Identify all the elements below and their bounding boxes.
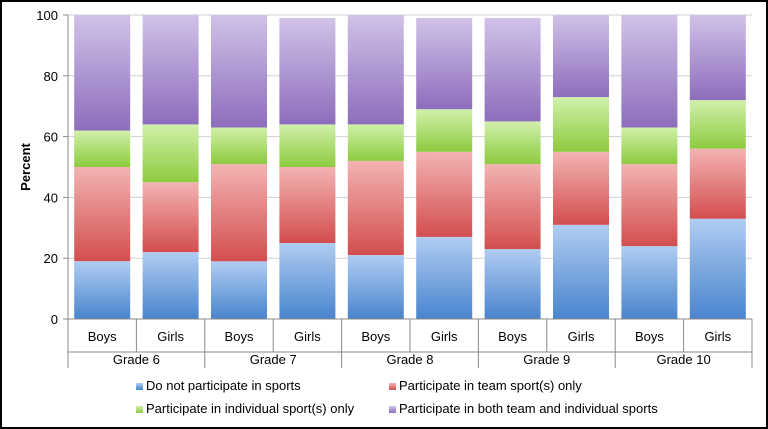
legend-item-3: Participate in individual sport(s) only xyxy=(136,401,355,416)
bar-segment-3 xyxy=(621,127,678,164)
y-tick-label: 80 xyxy=(44,69,58,84)
bar-segment-2 xyxy=(621,164,678,247)
bar-segment-2 xyxy=(689,148,746,219)
bar-segment-4 xyxy=(689,15,746,101)
bar-segment-1 xyxy=(347,255,404,319)
bar-segment-4 xyxy=(211,15,267,128)
x-category-label: Girls xyxy=(294,329,321,344)
x-category-label: Girls xyxy=(704,329,731,344)
x-category-label: Girls xyxy=(568,329,595,344)
x-category-label: Boys xyxy=(361,329,390,344)
legend-swatch xyxy=(389,406,396,413)
bar-segment-2 xyxy=(484,164,541,250)
bar-segment-4 xyxy=(416,18,473,110)
x-group-label: Grade 9 xyxy=(523,352,570,367)
bar-segment-4 xyxy=(74,15,131,131)
legend-item-2: Participate in team sport(s) only xyxy=(389,378,582,393)
legend-label: Do not participate in sports xyxy=(146,378,301,393)
x-category-label: Boys xyxy=(88,329,117,344)
y-tick-label: 40 xyxy=(44,190,58,205)
bars xyxy=(74,15,746,319)
legend-label: Participate in individual sport(s) only xyxy=(146,401,355,416)
bar-segment-3 xyxy=(211,127,267,164)
x-category-label: Boys xyxy=(635,329,664,344)
y-axis-label: Percent xyxy=(18,142,33,190)
legend-item-4: Participate in both team and individual … xyxy=(389,401,658,416)
bar-segment-4 xyxy=(484,18,541,122)
y-tick-label: 60 xyxy=(44,130,58,145)
bar-segment-3 xyxy=(484,121,541,164)
bar-segment-3 xyxy=(689,100,746,149)
bar-segment-3 xyxy=(74,130,131,167)
bar-segment-3 xyxy=(142,124,199,183)
bar-segment-3 xyxy=(553,97,609,152)
bar-segment-3 xyxy=(347,124,404,161)
bar-segment-1 xyxy=(416,236,473,319)
bar-segment-1 xyxy=(621,246,678,319)
legend-label: Participate in team sport(s) only xyxy=(399,378,582,393)
bar-segment-1 xyxy=(279,243,336,319)
y-tick-label: 20 xyxy=(44,251,58,266)
legend-swatch xyxy=(136,383,143,390)
bar-segment-2 xyxy=(211,164,267,262)
x-group-label: Grade 8 xyxy=(387,352,434,367)
x-category-label: Girls xyxy=(157,329,184,344)
bar-segment-4 xyxy=(142,15,199,125)
bar-segment-4 xyxy=(279,18,336,125)
bar-segment-1 xyxy=(484,249,541,319)
bar-segment-1 xyxy=(553,224,609,319)
bar-segment-1 xyxy=(211,261,267,319)
bar-segment-4 xyxy=(621,15,678,128)
bar-segment-2 xyxy=(74,167,131,262)
bar-segment-2 xyxy=(347,160,404,256)
bar-segment-2 xyxy=(553,151,609,225)
bar-segment-2 xyxy=(279,167,336,243)
x-category-label: Boys xyxy=(498,329,527,344)
legend-swatch xyxy=(389,383,396,390)
bar-segment-3 xyxy=(279,124,336,167)
legend-label: Participate in both team and individual … xyxy=(399,401,658,416)
bar-segment-1 xyxy=(74,261,131,319)
bar-segment-4 xyxy=(347,15,404,125)
x-category-label: Girls xyxy=(431,329,458,344)
bar-segment-4 xyxy=(553,15,609,98)
y-tick-label: 0 xyxy=(51,312,58,327)
bar-segment-1 xyxy=(142,252,199,319)
x-category-label: Boys xyxy=(225,329,254,344)
x-group-label: Grade 7 xyxy=(250,352,297,367)
x-group-label: Grade 10 xyxy=(656,352,710,367)
axes: 0 20 40 60 80 100 Boys Girls Boys Girls Boys Girls B… xyxy=(36,8,753,368)
bar-segment-2 xyxy=(142,182,199,253)
x-group-label: Grade 6 xyxy=(113,352,160,367)
bar-segment-1 xyxy=(689,218,746,319)
legend-item-1: Do not participate in sports xyxy=(136,378,301,393)
legend-swatch xyxy=(136,406,143,413)
y-tick-label: 100 xyxy=(36,8,58,23)
bar-segment-3 xyxy=(416,109,473,152)
bar-segment-2 xyxy=(416,151,473,237)
legend: Do not participate in sports Participate … xyxy=(136,378,658,416)
